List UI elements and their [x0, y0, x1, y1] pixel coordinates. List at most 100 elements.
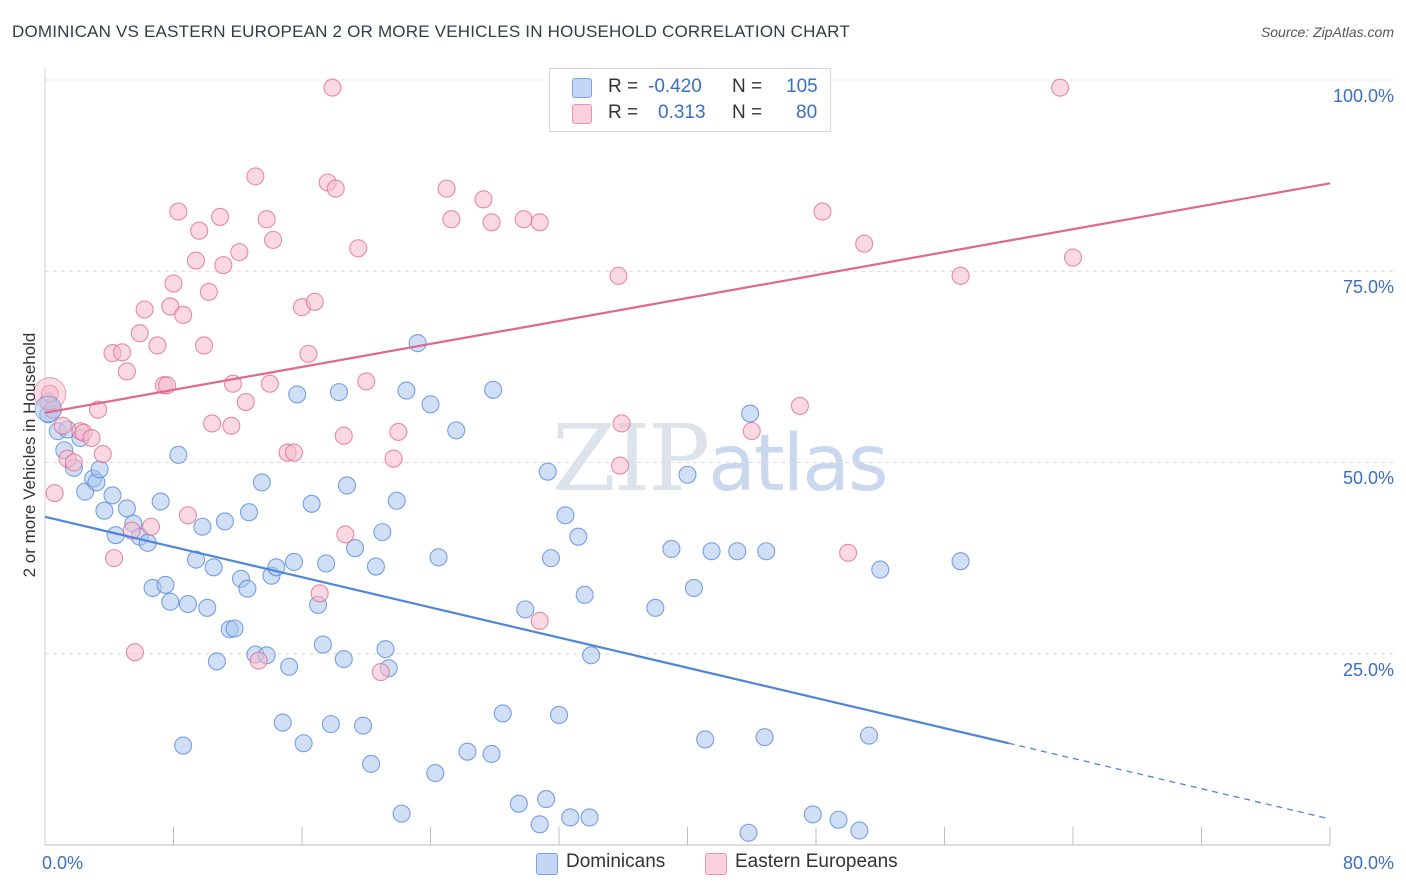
dominican-point [353, 716, 373, 735]
eastern-european-point [530, 213, 549, 232]
eastern-european-point [839, 543, 858, 562]
dominican-point [294, 734, 313, 753]
eastern-european-point [260, 374, 279, 393]
eastern-european-point [813, 202, 832, 221]
dominican-point [859, 726, 879, 745]
dominican-trend-extension [1008, 742, 1331, 820]
eastern-european-trend-line [44, 182, 1331, 414]
dominican-point [161, 592, 180, 611]
dominican-point [317, 554, 336, 573]
dominican-point [387, 491, 406, 510]
dominican-point [509, 794, 528, 813]
dominican-point [280, 657, 299, 676]
dominican-point [207, 652, 226, 671]
x-tick-label-max: 80.0% [1342, 853, 1394, 873]
dominican-point [739, 823, 758, 842]
eastern-european-point [113, 343, 132, 362]
legend-label-eastern-europeans: Eastern Europeans [735, 851, 898, 872]
eastern-european-point [437, 179, 456, 198]
dominican-point [537, 790, 556, 809]
eastern-european-point [257, 210, 276, 229]
eastern-european-point [164, 274, 183, 293]
legend-r-value: -0.420 [648, 76, 702, 97]
dominican-point [549, 705, 569, 725]
eastern-european-point [117, 362, 136, 381]
dominican-point [198, 598, 217, 617]
watermark-atlas: atlas [708, 419, 888, 509]
dominican-point [484, 380, 503, 399]
eastern-european-point [148, 336, 167, 355]
eastern-european-point [236, 393, 255, 412]
dominican-point [204, 558, 223, 577]
eastern-european-point [612, 414, 631, 433]
eastern-european-point [105, 549, 124, 568]
eastern-european-point [45, 484, 64, 503]
watermark: ZIPatlas [552, 405, 889, 512]
eastern-european-point [951, 266, 970, 285]
legend-label-dominicans: Dominicans [566, 851, 666, 872]
eastern-european-point [93, 445, 112, 464]
dominican-point [569, 527, 588, 546]
dominican-point [345, 539, 365, 558]
eastern-european-point [141, 517, 161, 536]
dominican-point [302, 494, 321, 513]
dominican-point [186, 550, 206, 569]
dominican-point [447, 421, 466, 440]
eastern-european-point [125, 643, 144, 662]
legend-n-label: N = [732, 76, 763, 97]
dominican-point [288, 385, 307, 404]
dominican-point [458, 742, 477, 761]
x-tick-label-min: 0.0% [42, 853, 84, 873]
dominican-point [829, 810, 848, 829]
dominican-point [702, 542, 721, 561]
eastern-european-point [190, 221, 209, 240]
legend-swatch-pink [572, 104, 592, 124]
dominican-point [850, 821, 869, 840]
eastern-european-point [609, 266, 628, 285]
legend-r-value: 0.313 [658, 102, 706, 123]
dominican-point [397, 381, 416, 400]
eastern-european-point [384, 449, 403, 468]
eastern-european-point [174, 305, 193, 324]
eastern-european-point [194, 336, 214, 355]
dominican-point [662, 539, 681, 558]
dominican-point [103, 486, 122, 505]
dominican-point [741, 404, 760, 423]
eastern-european-point [349, 239, 368, 258]
dominican-point [575, 585, 594, 604]
eastern-european-point [246, 167, 265, 186]
dominican-point [556, 506, 575, 525]
legend-n-value: 80 [796, 102, 818, 123]
dominican-point [174, 736, 193, 755]
eastern-european-point [323, 78, 342, 97]
eastern-european-point [230, 243, 249, 262]
y-tick-label-75: 75.0% [1342, 277, 1394, 297]
dominican-point [376, 640, 395, 659]
legend-swatch-blue [572, 78, 592, 98]
eastern-european-point [326, 179, 345, 198]
dominican-point [951, 552, 970, 571]
eastern-european-point [53, 416, 72, 435]
dominican-point [429, 548, 448, 567]
dominican-point [516, 600, 535, 619]
dominican-point [95, 501, 114, 520]
eastern-european-point [442, 210, 461, 229]
eastern-european-point [334, 426, 353, 445]
eastern-european-point [130, 324, 149, 343]
eastern-european-point [305, 292, 324, 311]
dominican-point [273, 713, 292, 732]
dominican-point [284, 552, 304, 572]
dominican-point [329, 383, 348, 402]
eastern-european-point [186, 251, 206, 270]
dominican-point [392, 804, 411, 823]
eastern-european-point [211, 207, 230, 226]
dominican-point [366, 557, 385, 576]
dominican-point [482, 744, 501, 764]
eastern-european-point [530, 611, 549, 630]
dominican-point [696, 730, 715, 749]
eastern-european-point [855, 234, 874, 253]
eastern-european-point [1063, 248, 1083, 267]
dominican-point [373, 523, 392, 542]
eastern-european-point [371, 663, 390, 682]
dominican-point [178, 594, 198, 614]
